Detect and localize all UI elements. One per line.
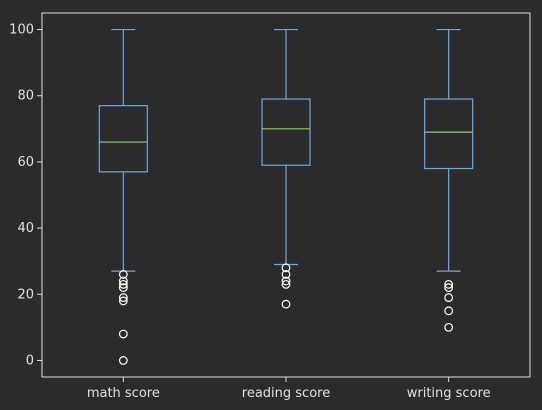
x-axis: math score reading score writing score (87, 377, 491, 401)
outlier-point (118, 296, 128, 306)
box-reading-score (261, 28, 311, 309)
outlier-point (281, 263, 291, 273)
outlier-point (118, 293, 128, 302)
outlier-point (444, 279, 454, 289)
y-tick-label: 20 (17, 287, 34, 302)
y-tick-label: 0 (26, 353, 34, 368)
x-tick-label: reading score (242, 386, 330, 401)
y-tick-label: 80 (17, 89, 34, 104)
box-math-score (98, 28, 148, 365)
outlier-point (281, 279, 291, 289)
outlier-point (118, 279, 128, 289)
outlier-point (281, 270, 291, 279)
y-tick-label: 100 (9, 23, 34, 38)
outlier-point (118, 329, 128, 339)
iqr-box (261, 98, 311, 166)
iqr-box (98, 105, 148, 173)
outlier-point (444, 322, 454, 332)
outlier-point (118, 276, 128, 286)
outlier-point (444, 293, 454, 302)
outlier-point (444, 306, 454, 316)
outlier-point (444, 283, 454, 293)
outlier-point (118, 283, 128, 293)
outlier-point (281, 299, 291, 309)
y-tick-label: 40 (17, 221, 34, 236)
x-tick-label: math score (87, 386, 160, 401)
outlier-point (118, 270, 128, 279)
outlier-point (118, 356, 128, 365)
box-writing-score (424, 28, 474, 332)
boxes (98, 28, 474, 365)
y-axis: 0 20 40 60 80 100 (9, 23, 42, 368)
iqr-box (424, 98, 474, 170)
x-tick-label: writing score (407, 386, 491, 401)
y-tick-label: 60 (17, 155, 34, 170)
outlier-point (281, 276, 291, 286)
